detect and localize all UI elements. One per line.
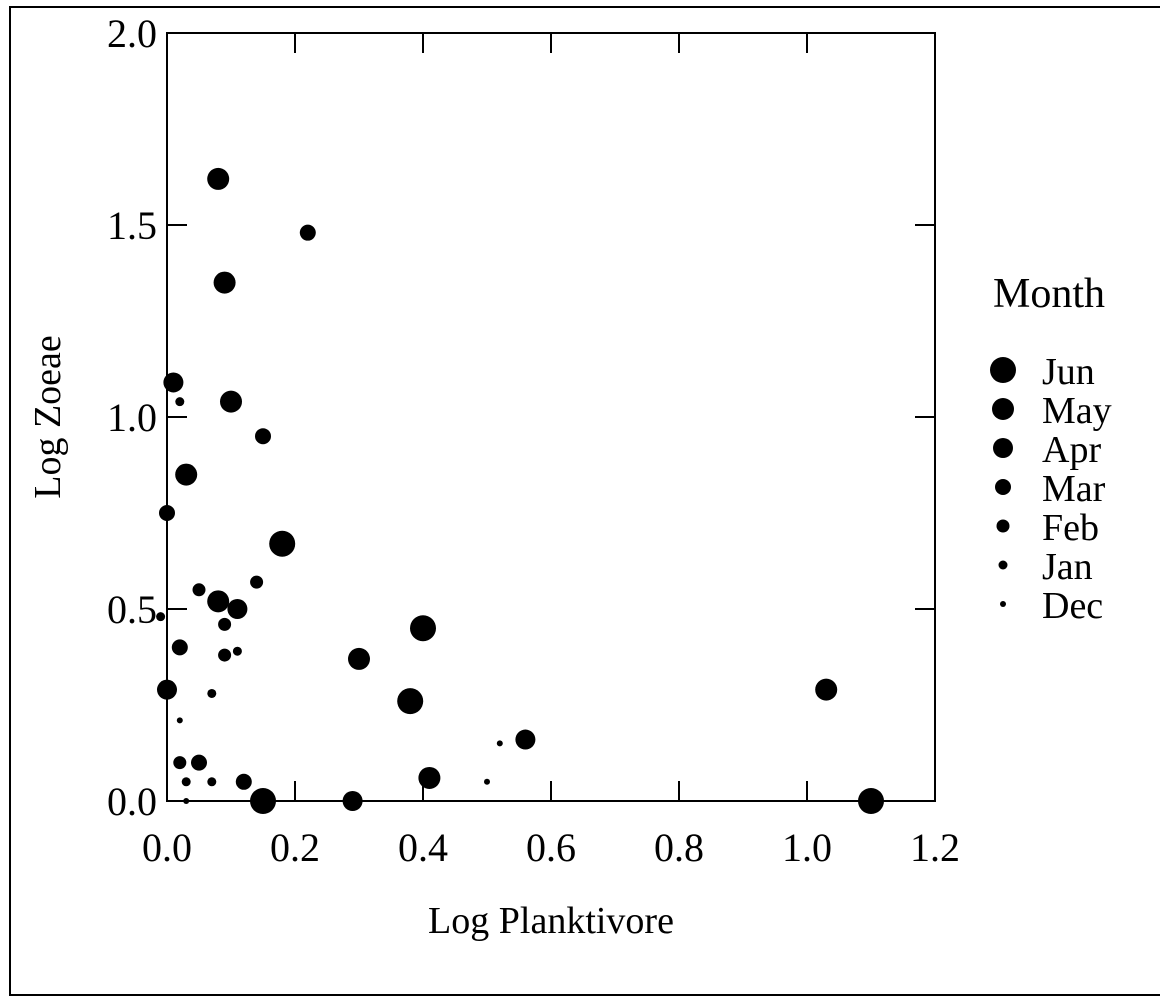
legend-label-mar: Mar (1042, 468, 1106, 510)
y-tick-label: 0.0 (107, 779, 157, 824)
data-point-apr (515, 729, 536, 750)
figure-frame (9, 6, 1160, 996)
x-tick-label: 1.2 (910, 825, 960, 870)
data-point-jan (207, 777, 217, 787)
legend-marker-jun (990, 357, 1016, 383)
legend-label-jan: Jan (1042, 546, 1093, 588)
data-point-jun (397, 688, 424, 715)
legend-title: Month (993, 271, 1105, 317)
data-point-feb (218, 648, 232, 662)
data-point-jan (232, 646, 242, 656)
legend-label-may: May (1042, 390, 1112, 432)
data-point-jun (269, 530, 296, 557)
legend-marker-feb (996, 519, 1010, 533)
data-point-jun (858, 788, 884, 814)
data-point-may (348, 647, 370, 670)
x-tick-label: 1.0 (782, 825, 832, 870)
x-axis: 0.0 0.2 0.4 0.6 0.8 1.0 1.2 (142, 33, 960, 870)
data-point-mar (171, 639, 188, 656)
data-point-dec (183, 798, 190, 804)
data-point-may (213, 271, 236, 294)
data-point-may (418, 766, 441, 789)
x-tick-label: 0.6 (526, 825, 576, 870)
data-point-feb (250, 575, 264, 589)
y-axis: 0.0 0.5 1.0 1.5 2.0 (107, 11, 935, 824)
data-point-jun (250, 788, 276, 814)
data-point-jan (175, 397, 185, 407)
data-point-feb (192, 583, 206, 597)
legend-label-dec: Dec (1042, 585, 1103, 627)
legend-label-feb: Feb (1042, 507, 1099, 549)
y-tick-label: 2.0 (107, 11, 157, 56)
data-point-jan (156, 612, 166, 622)
data-point-feb (218, 617, 232, 631)
y-tick-label: 1.5 (107, 203, 157, 248)
x-tick-label: 0.8 (654, 825, 704, 870)
y-tick-label: 0.5 (107, 587, 157, 632)
x-axis-label: Log Planktivore (428, 900, 674, 942)
data-point-apr (342, 791, 363, 811)
data-point-may (207, 590, 230, 613)
data-point-may (175, 463, 198, 486)
x-tick-label: 0.4 (398, 825, 448, 870)
data-point-apr (163, 372, 184, 393)
data-point-dec (176, 717, 183, 724)
data-point-feb (173, 756, 187, 770)
data-point-mar (235, 773, 252, 790)
data-point-dec (484, 778, 490, 785)
y-axis-label: Log Zoeae (27, 335, 69, 499)
legend-marker-jan (998, 560, 1008, 570)
data-point-may (220, 390, 242, 413)
data-point-jan (181, 777, 191, 787)
data-point-may (815, 678, 838, 701)
data-point-mar (191, 754, 207, 771)
data-point-mar (159, 505, 175, 521)
data-point-mar (299, 224, 316, 241)
data-point-dec (496, 740, 503, 747)
legend-marker-apr (993, 438, 1013, 458)
legend-label-jun: Jun (1042, 351, 1095, 393)
data-point-may (207, 167, 230, 190)
legend-marker-may (992, 398, 1014, 420)
data-point-jun (410, 615, 436, 642)
data-point-apr (227, 599, 248, 619)
legend-marker-mar (995, 479, 1011, 495)
data-point-mar (255, 428, 271, 445)
data-point-jan (207, 688, 217, 698)
data-point-apr (157, 679, 177, 700)
y-tick-label: 1.0 (107, 395, 157, 440)
data-points (156, 167, 884, 814)
legend-marker-dec (1000, 601, 1006, 607)
x-tick-label: 0.2 (270, 825, 320, 870)
legend-label-apr: Apr (1042, 429, 1101, 471)
x-tick-label: 0.0 (142, 825, 192, 870)
